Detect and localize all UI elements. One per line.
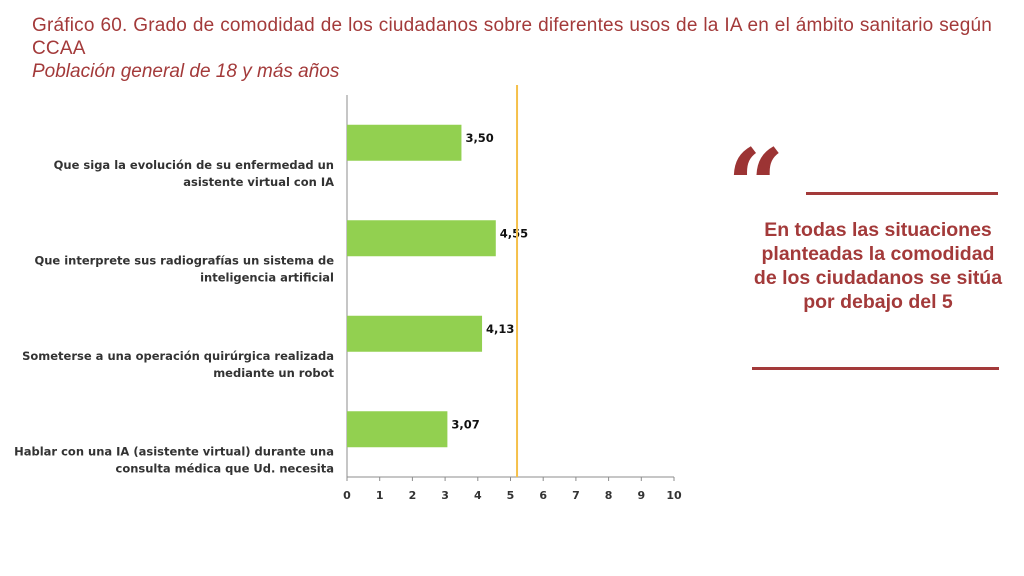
x-tick-label: 1 [376, 489, 384, 502]
category-label-line: Hablar con una IA (asistente virtual) du… [14, 444, 334, 458]
category-label-line: Someterse a una operación quirúrgica rea… [22, 349, 334, 363]
chart-header: Gráfico 60. Grado de comodidad de los ci… [32, 14, 992, 83]
chart-title: Gráfico 60. Grado de comodidad de los ci… [32, 15, 992, 59]
category-label: Que siga la evolución de su enfermedad u… [54, 158, 334, 189]
quote-mark-icon: “ [727, 127, 785, 245]
x-tick-label: 3 [441, 489, 449, 502]
category-label-line: inteligencia artificial [200, 270, 334, 284]
bar [347, 315, 483, 352]
x-tick-label: 10 [666, 489, 682, 502]
bar [347, 411, 448, 448]
bar [347, 124, 462, 161]
x-tick-label: 7 [572, 489, 580, 502]
category-label-line: asistente virtual con IA [183, 175, 334, 189]
category-label-line: Que siga la evolución de su enfermedad u… [54, 158, 334, 172]
category-label-line: Que interprete sus radiografías un siste… [34, 253, 334, 267]
x-tick-label: 9 [637, 489, 645, 502]
x-tick-label: 4 [474, 489, 482, 502]
category-label: Someterse a una operación quirúrgica rea… [22, 349, 334, 380]
category-label-line: consulta médica que Ud. necesita [116, 461, 335, 475]
x-tick-label: 0 [343, 489, 351, 502]
callout-top-rule [806, 192, 998, 195]
bar-value-label: 3,50 [465, 131, 493, 145]
bar-value-label: 4,13 [486, 322, 514, 336]
bar [347, 220, 496, 257]
x-tick-label: 8 [605, 489, 613, 502]
callout-bottom-rule [752, 367, 999, 370]
category-label: Hablar con una IA (asistente virtual) du… [14, 444, 334, 475]
x-tick-label: 6 [539, 489, 547, 502]
bar-value-label: 4,55 [500, 226, 528, 240]
x-tick-label: 5 [507, 489, 515, 502]
chart-subtitle: Población general de 18 y más años [32, 61, 340, 82]
x-tick-label: 2 [409, 489, 417, 502]
category-label: Que interprete sus radiografías un siste… [34, 253, 334, 284]
callout-text: En todas las situaciones planteadas la c… [753, 219, 1003, 313]
bar-value-label: 3,07 [451, 417, 479, 431]
category-label-line: mediante un robot [213, 366, 334, 380]
